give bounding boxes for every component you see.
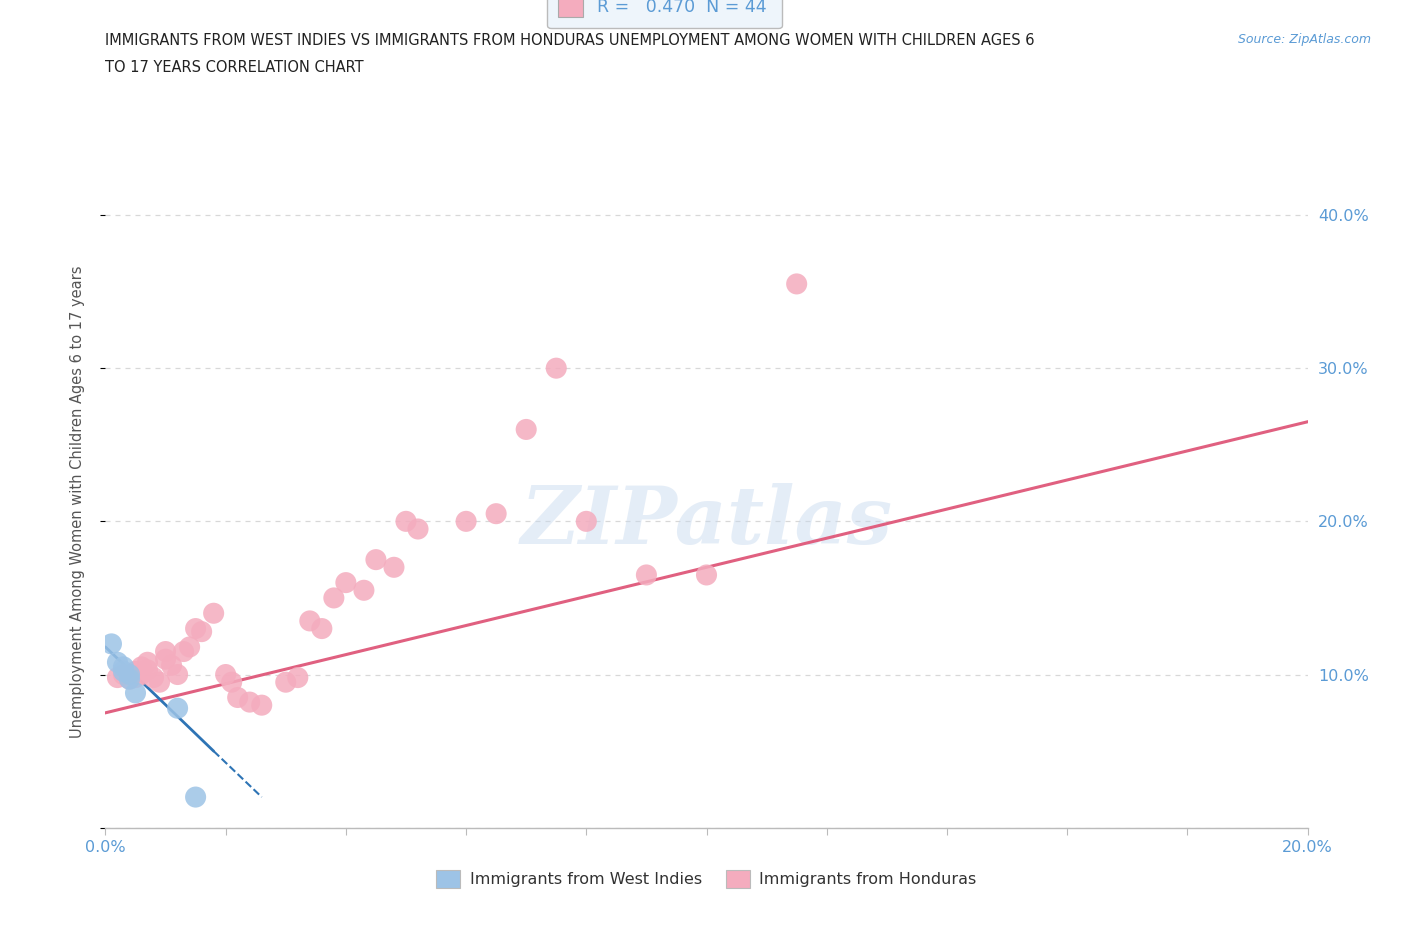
Point	[124, 685, 146, 700]
Point	[353, 583, 375, 598]
Point	[274, 675, 297, 690]
Point	[190, 624, 212, 639]
Point	[395, 514, 418, 529]
Point	[406, 522, 429, 537]
Point	[250, 698, 273, 712]
Point	[184, 621, 207, 636]
Point	[298, 614, 321, 629]
Y-axis label: Unemployment Among Women with Children Ages 6 to 17 years: Unemployment Among Women with Children A…	[70, 266, 84, 738]
Point	[226, 690, 249, 705]
Point	[155, 652, 177, 667]
Point	[239, 695, 262, 710]
Point	[124, 664, 146, 679]
Text: TO 17 YEARS CORRELATION CHART: TO 17 YEARS CORRELATION CHART	[105, 60, 364, 75]
Point	[118, 671, 141, 686]
Point	[142, 671, 165, 685]
Point	[515, 422, 537, 437]
Point	[160, 658, 183, 672]
Point	[202, 605, 225, 620]
Point	[382, 560, 405, 575]
Point	[575, 514, 598, 529]
Point	[118, 667, 141, 682]
Text: IMMIGRANTS FROM WEST INDIES VS IMMIGRANTS FROM HONDURAS UNEMPLOYMENT AMONG WOMEN: IMMIGRANTS FROM WEST INDIES VS IMMIGRANT…	[105, 33, 1035, 47]
Point	[166, 667, 188, 682]
Point	[124, 671, 146, 685]
Point	[136, 662, 159, 677]
Text: Source: ZipAtlas.com: Source: ZipAtlas.com	[1237, 33, 1371, 46]
Point	[696, 567, 718, 582]
Point	[214, 667, 236, 682]
Point	[287, 671, 309, 685]
Point	[131, 667, 153, 682]
Text: ZIPatlas: ZIPatlas	[520, 483, 893, 561]
Point	[485, 506, 508, 521]
Point	[112, 659, 135, 674]
Point	[454, 514, 477, 529]
Point	[166, 701, 188, 716]
Point	[100, 636, 122, 651]
Point	[148, 675, 170, 690]
Point	[155, 644, 177, 659]
Point	[107, 655, 129, 670]
Point	[118, 671, 141, 686]
Point	[322, 591, 344, 605]
Point	[786, 276, 808, 291]
Point	[311, 621, 333, 636]
Point	[107, 671, 129, 685]
Point	[179, 640, 201, 655]
Point	[636, 567, 658, 582]
Point	[364, 552, 387, 567]
Point	[136, 655, 159, 670]
Point	[546, 361, 568, 376]
Legend: Immigrants from West Indies, Immigrants from Honduras: Immigrants from West Indies, Immigrants …	[430, 863, 983, 895]
Point	[112, 664, 135, 679]
Point	[131, 659, 153, 674]
Point	[173, 644, 195, 659]
Point	[221, 675, 243, 690]
Point	[184, 790, 207, 804]
Point	[335, 575, 357, 590]
Point	[112, 667, 135, 682]
